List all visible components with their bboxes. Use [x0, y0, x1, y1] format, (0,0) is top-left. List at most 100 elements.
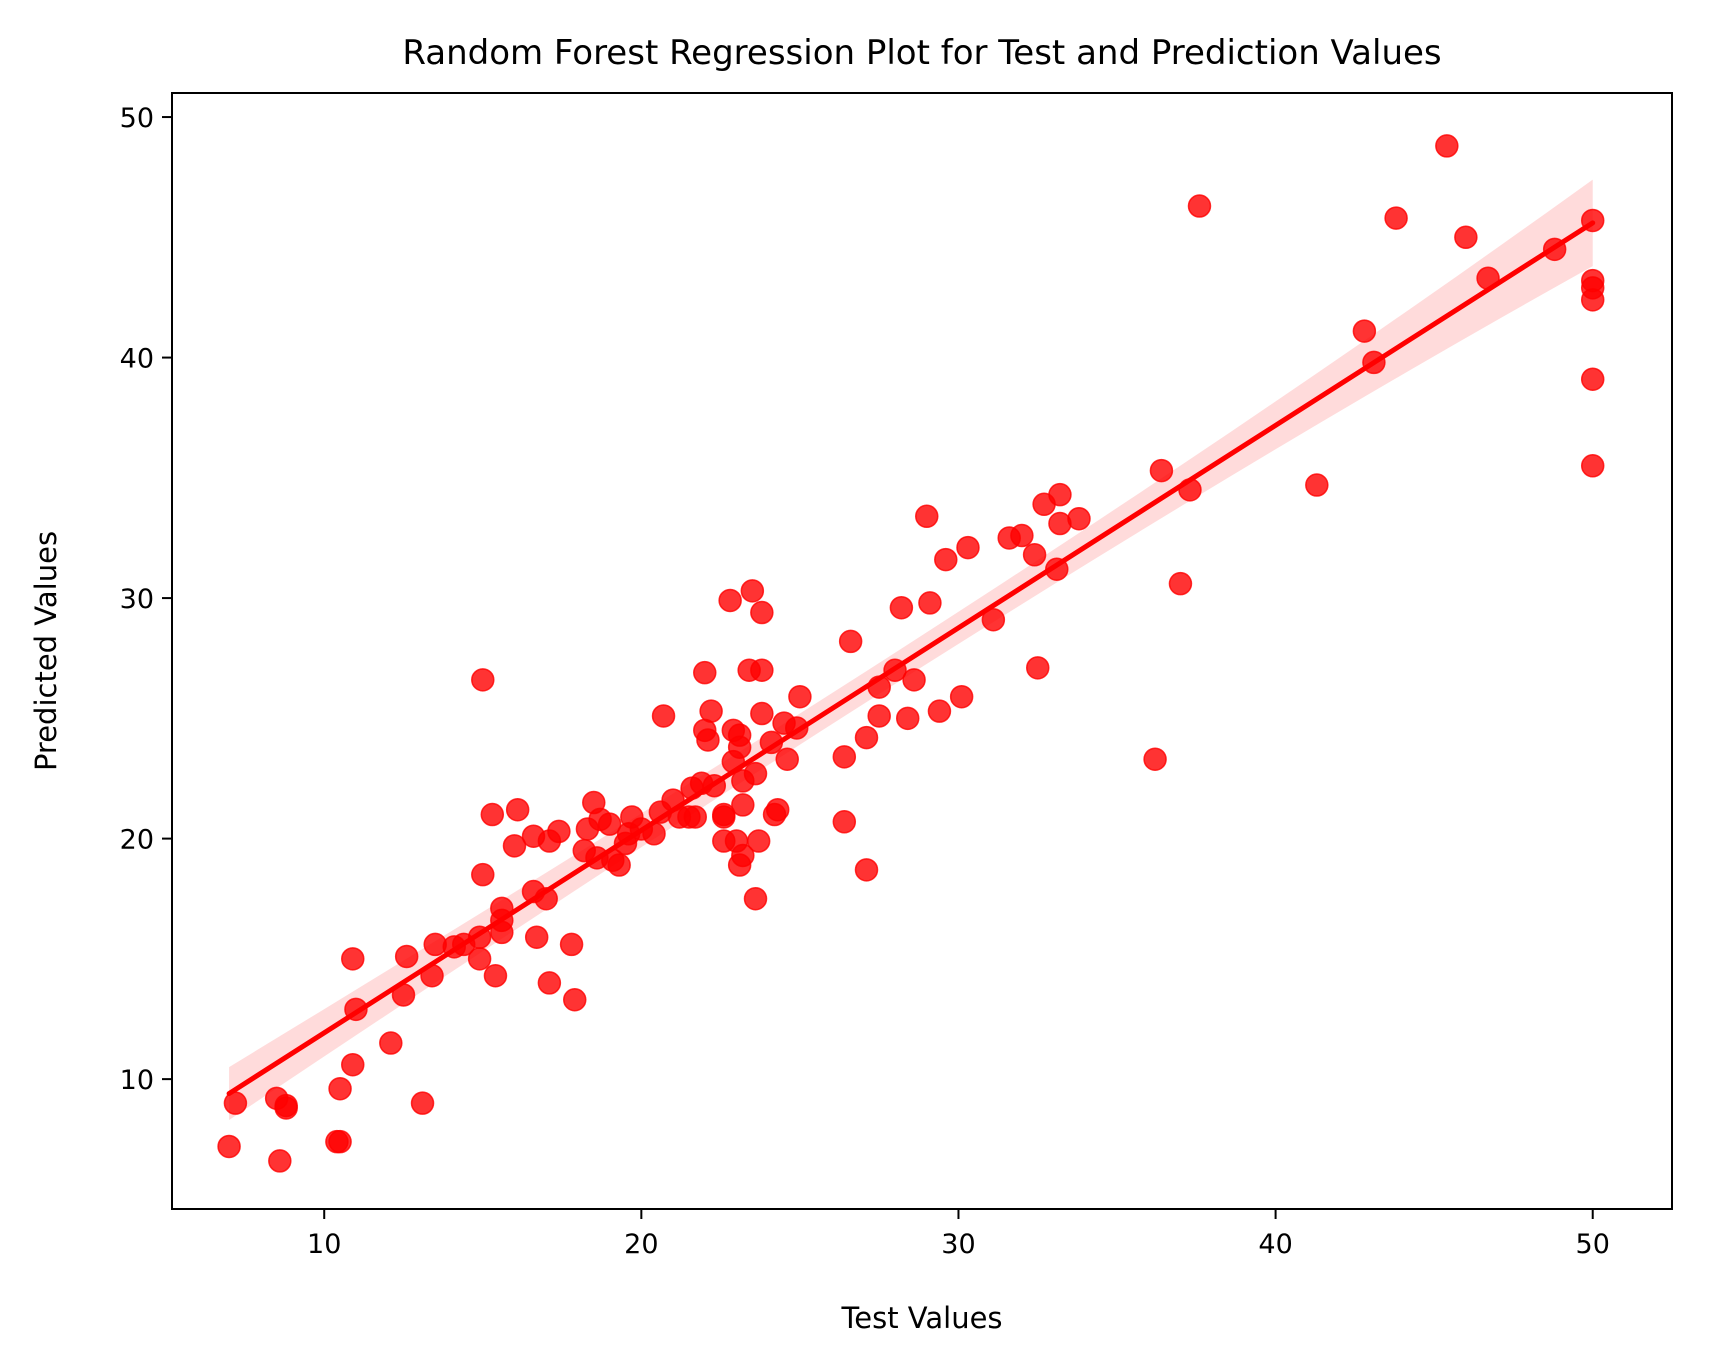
data-point: [981, 607, 1006, 632]
data-point: [832, 810, 857, 834]
data-point: [1580, 454, 1605, 478]
data-point: [341, 947, 365, 971]
y-tick-label: 30: [120, 584, 154, 615]
data-point: [1143, 747, 1167, 771]
y-tick-label: 50: [120, 103, 154, 134]
x-tick-label: 20: [624, 1229, 658, 1260]
confidence-band-layer: [229, 179, 1593, 1121]
data-point: [750, 701, 774, 726]
chart-title: Random Forest Regression Plot for Test a…: [402, 33, 1441, 73]
data-point: [420, 963, 444, 988]
data-point: [1149, 458, 1174, 483]
data-point: [490, 920, 514, 945]
data-point: [712, 805, 736, 829]
data-point: [597, 812, 622, 836]
data-point: [746, 829, 771, 853]
data-point: [1048, 482, 1072, 507]
data-point: [1010, 523, 1034, 548]
data-point: [328, 1129, 352, 1154]
data-point: [562, 988, 587, 1012]
x-tick-label: 10: [307, 1229, 341, 1260]
y-axis: 10 20 30 40 50: [120, 103, 172, 1096]
data-point: [1580, 208, 1605, 233]
data-point: [775, 747, 799, 771]
data-point: [379, 1031, 403, 1055]
data-point: [784, 716, 809, 740]
data-point: [683, 805, 708, 829]
x-tick-label: 50: [1576, 1229, 1610, 1260]
data-point: [537, 971, 562, 995]
data-point: [467, 925, 492, 949]
data-point: [743, 761, 768, 786]
data-point: [718, 588, 742, 613]
regression-line: [226, 220, 1596, 1097]
data-point: [1384, 206, 1408, 230]
data-point: [838, 629, 863, 654]
data-point: [699, 699, 723, 723]
confidence-band: [229, 179, 1593, 1121]
data-point: [854, 858, 879, 882]
x-axis-label: Test Values: [840, 1301, 1002, 1335]
data-point: [895, 706, 920, 731]
data-point: [1067, 506, 1091, 531]
data-point: [1187, 194, 1212, 218]
data-point: [883, 658, 907, 682]
data-point: [867, 704, 891, 728]
data-point: [480, 802, 505, 827]
y-tick-label: 40: [120, 344, 154, 375]
x-tick-label: 40: [1258, 1229, 1292, 1260]
data-point: [502, 834, 527, 858]
data-point: [394, 944, 419, 969]
data-point: [1580, 367, 1605, 391]
data-point: [559, 932, 584, 957]
regression-line-layer: [226, 220, 1596, 1097]
data-point: [483, 963, 508, 988]
data-point: [743, 886, 768, 911]
data-point: [949, 684, 974, 709]
data-point: [505, 797, 530, 822]
data-point: [696, 728, 720, 752]
data-point: [1305, 473, 1329, 497]
data-point: [902, 668, 926, 692]
data-point: [867, 675, 891, 699]
data-point: [750, 658, 774, 682]
data-point: [547, 819, 571, 844]
data-point: [693, 660, 717, 685]
data-point: [1580, 288, 1605, 312]
data-point: [727, 735, 752, 759]
data-point: [788, 684, 812, 709]
data-point: [1168, 571, 1193, 596]
data-point: [1454, 225, 1478, 250]
data-point: [471, 862, 495, 887]
data-points-layer: [217, 134, 1605, 1173]
data-point: [832, 745, 857, 769]
data-point: [918, 591, 942, 615]
data-point: [1026, 656, 1050, 680]
data-point: [223, 1091, 248, 1115]
data-point: [410, 1091, 435, 1115]
data-point: [740, 579, 765, 603]
data-point: [889, 595, 914, 620]
data-point: [1178, 478, 1202, 502]
data-point: [344, 997, 368, 1022]
data-point: [467, 947, 492, 971]
data-point: [759, 730, 784, 755]
data-point: [471, 668, 495, 692]
data-point: [328, 1076, 352, 1101]
data-point: [274, 1093, 298, 1118]
data-point: [731, 843, 755, 868]
data-point: [607, 853, 631, 877]
data-point: [341, 1052, 365, 1077]
x-axis: 10 20 30 40 50: [307, 1209, 1610, 1260]
data-point: [268, 1149, 292, 1173]
data-point: [731, 793, 755, 817]
data-point: [702, 773, 727, 798]
data-point: [391, 983, 416, 1007]
data-point: [765, 797, 790, 822]
data-point: [1542, 237, 1567, 262]
data-point: [217, 1134, 241, 1159]
data-point: [1362, 350, 1386, 375]
data-point: [1045, 557, 1069, 581]
y-tick-label: 20: [120, 825, 154, 856]
